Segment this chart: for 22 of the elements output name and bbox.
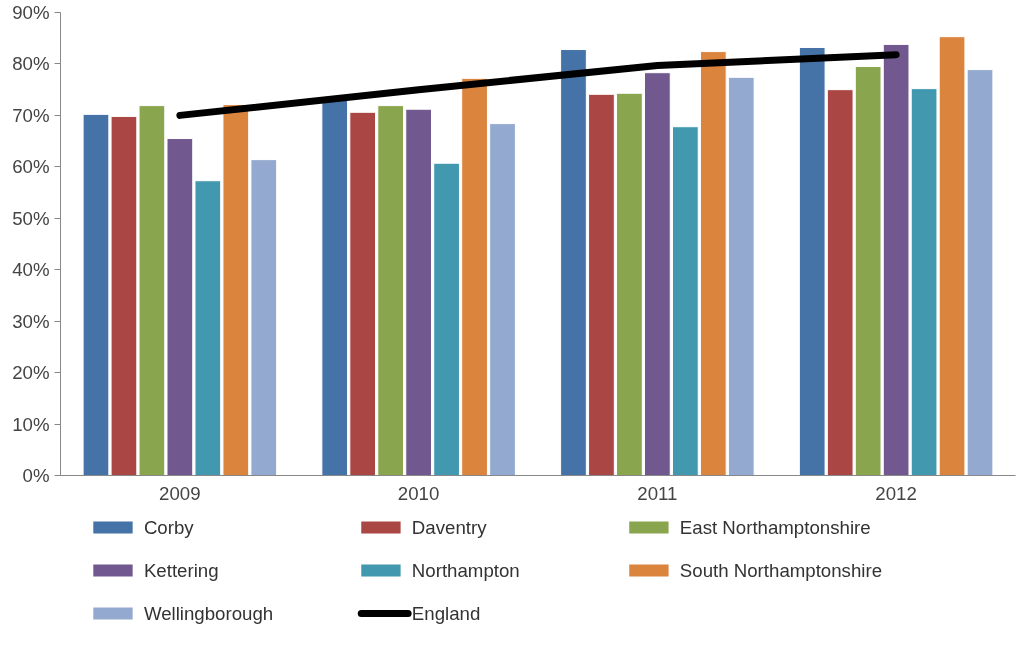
y-tick-label: 60%	[12, 156, 50, 178]
x-tick-label: 2009	[159, 482, 201, 504]
legend-label: Northampton	[411, 560, 520, 581]
y-tick-label: 20%	[12, 362, 50, 384]
x-tick-label: 2010	[397, 482, 440, 504]
legend-label: Wellingborough	[143, 603, 274, 624]
y-tick-label: 10%	[12, 413, 50, 435]
legend-label: Corby	[143, 517, 195, 538]
legend-label: East Northamptonshire	[679, 517, 871, 538]
y-tick-label: 30%	[12, 310, 50, 332]
y-tick-label: 40%	[12, 259, 50, 281]
y-tick-label: 80%	[12, 53, 50, 75]
legend-label: Daventry	[411, 517, 488, 538]
y-tick-label: 50%	[12, 207, 50, 229]
x-tick-label: 2012	[875, 482, 917, 504]
legend-label: South Northamptonshire	[679, 560, 883, 581]
y-tick-label: 70%	[12, 104, 50, 126]
legend-label: England	[411, 603, 481, 624]
y-tick-label: 90%	[12, 2, 50, 23]
y-tick-label: 0%	[22, 465, 50, 486]
legend-label: Kettering	[143, 560, 219, 581]
x-tick-label: 2011	[637, 482, 678, 504]
